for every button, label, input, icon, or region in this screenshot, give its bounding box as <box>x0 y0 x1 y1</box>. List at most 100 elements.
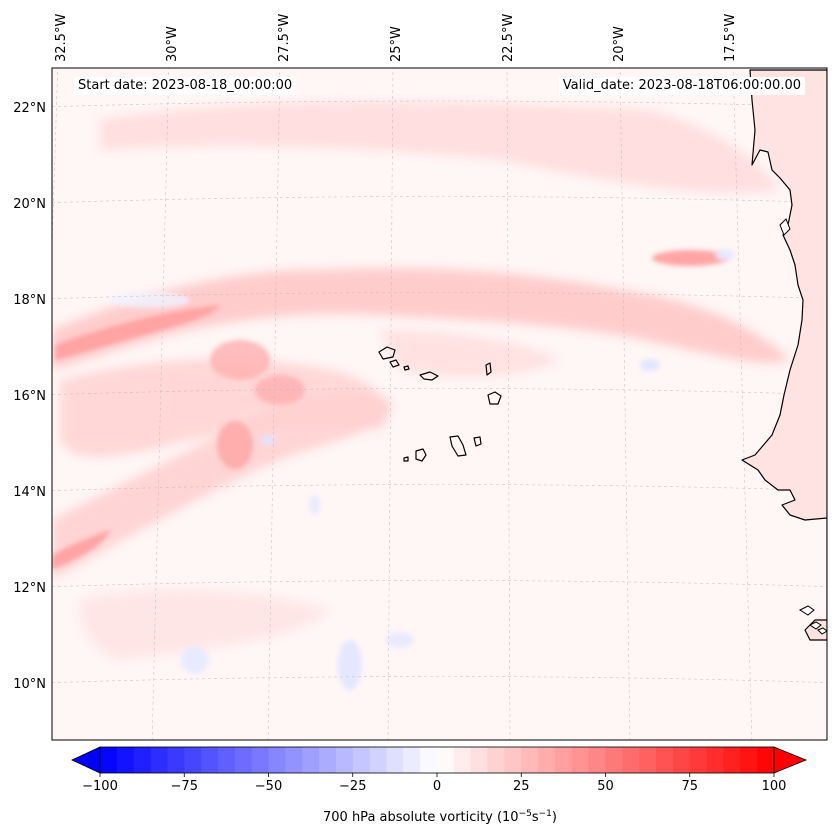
lon-label: 27.5°W <box>277 14 292 62</box>
vorticity-core-midwest <box>210 340 270 380</box>
colorbar-segment <box>554 747 573 773</box>
colorbar-segment <box>420 747 438 773</box>
colorbar-tick-label: 0 <box>433 779 441 794</box>
negative-vorticity-patch-4 <box>262 434 274 446</box>
colorbar-segment <box>672 747 691 773</box>
colorbar-segment <box>234 747 253 773</box>
lon-label: 30°W <box>165 26 180 62</box>
vorticity-zone-south <box>80 589 330 660</box>
colorbar-segment <box>622 747 640 773</box>
negative-vorticity-patch-5 <box>640 359 660 371</box>
lat-label: 14°N <box>13 485 46 500</box>
colorbar-segment <box>319 747 337 773</box>
colorbar-segment <box>116 747 135 773</box>
colorbar-segment <box>656 747 674 773</box>
lat-label: 12°N <box>13 581 46 596</box>
colorbar-tick-label: 100 <box>762 779 787 794</box>
negative-vorticity-patch-7 <box>715 249 735 261</box>
lon-label: 17.5°W <box>723 14 738 62</box>
colorbar-extend-low <box>71 746 101 774</box>
colorbar-segment <box>639 747 657 773</box>
cape-verde-islands <box>378 346 502 462</box>
island-santa-luzia <box>403 365 410 371</box>
colorbar-tick-label: 75 <box>681 779 698 794</box>
vorticity-band-north <box>100 101 780 193</box>
vorticity-band-southwest <box>52 391 391 580</box>
negative-vorticity-patch-1 <box>338 640 362 690</box>
vorticity-core-northeast <box>652 250 728 266</box>
colorbar-segment <box>167 747 185 773</box>
colorbar-segment <box>403 747 421 773</box>
valid-date-label: Valid_date: 2023-08-18T06:00:00.00 <box>558 77 805 95</box>
island-sao-nicolau <box>419 371 439 381</box>
africa-landmass <box>741 69 827 641</box>
colorbar-segment <box>268 747 286 773</box>
colorbar-segment <box>352 747 371 773</box>
colorbar-segment <box>201 747 219 773</box>
colorbar-segment <box>133 747 152 773</box>
colorbar-segment <box>386 747 404 773</box>
colorbar-tick-label: −75 <box>171 779 198 794</box>
colorbar-segment <box>588 747 606 773</box>
vorticity-core-southwest <box>52 530 110 570</box>
colorbar-ticks: −100 −75 −50 −25 0 25 50 75 100 <box>82 773 786 794</box>
negative-vorticity-patch-8 <box>110 292 190 308</box>
coastline-africa <box>741 69 827 641</box>
colorbar-segment <box>470 747 489 773</box>
island-santiago <box>449 435 467 457</box>
island-boa-vista <box>487 391 502 405</box>
colorbar-segment <box>251 747 269 773</box>
colorbar-segment <box>605 747 623 773</box>
colorbar-tick-label: −100 <box>82 779 118 794</box>
colorbar-segment <box>184 747 202 773</box>
colorbar-tick-label: −50 <box>255 779 282 794</box>
gridlines <box>52 68 827 740</box>
negative-vorticity-patch-3 <box>386 632 414 648</box>
vorticity-core-central <box>217 421 253 469</box>
colorbar-tick-label: −25 <box>339 779 366 794</box>
colorbar-segment <box>689 747 708 773</box>
colorbar-segment <box>757 747 775 773</box>
map-panel <box>52 68 827 740</box>
colorbar-segment <box>100 747 118 773</box>
colorbar-segment <box>706 747 724 773</box>
lon-label: 25°W <box>389 26 404 62</box>
vorticity-core-west <box>55 305 220 360</box>
colorbar-segment <box>437 747 455 773</box>
island-santo-antao <box>378 346 396 360</box>
colorbar-segment <box>521 747 539 773</box>
colorbar-segment <box>285 747 303 773</box>
colorbar-label: 700 hPa absolute vorticity (10−5s−1) <box>323 809 557 825</box>
island-sal <box>485 362 492 376</box>
latitude-labels: 22°N 20°N 18°N 16°N 14°N 12°N 10°N <box>13 101 46 692</box>
lat-label: 18°N <box>13 293 46 308</box>
lat-label: 20°N <box>13 197 46 212</box>
colorbar-extend-high <box>773 746 808 774</box>
colorbar-segments <box>100 747 775 773</box>
longitude-labels: 32.5°W 30°W 27.5°W 25°W 22.5°W 20°W 17.5… <box>54 14 738 62</box>
vorticity-zone-central <box>380 330 560 377</box>
vorticity-field <box>52 101 790 690</box>
colorbar-segment <box>453 747 472 773</box>
colorbar-segment <box>571 747 590 773</box>
lat-label: 10°N <box>13 677 46 692</box>
start-date-label: Start date: 2023-08-18_00:00:00 <box>74 77 297 95</box>
colorbar-segment <box>369 747 387 773</box>
vorticity-core-mid <box>255 375 305 405</box>
colorbar-segment <box>538 747 556 773</box>
island-fogo <box>415 448 427 462</box>
coast-inlet <box>779 218 791 236</box>
negative-vorticity-patch-6 <box>310 495 320 515</box>
vorticity-zone-west <box>60 359 388 457</box>
bijagos-islands <box>798 605 827 635</box>
lat-label: 22°N <box>13 101 46 116</box>
lon-label: 20°W <box>612 26 627 62</box>
map-frame <box>51 67 828 741</box>
island-maio <box>473 436 482 447</box>
colorbar-segment <box>740 747 758 773</box>
colorbar-segment <box>302 747 320 773</box>
colorbar-segment <box>504 747 522 773</box>
colorbar-segment <box>150 747 168 773</box>
colorbar-segment <box>487 747 505 773</box>
